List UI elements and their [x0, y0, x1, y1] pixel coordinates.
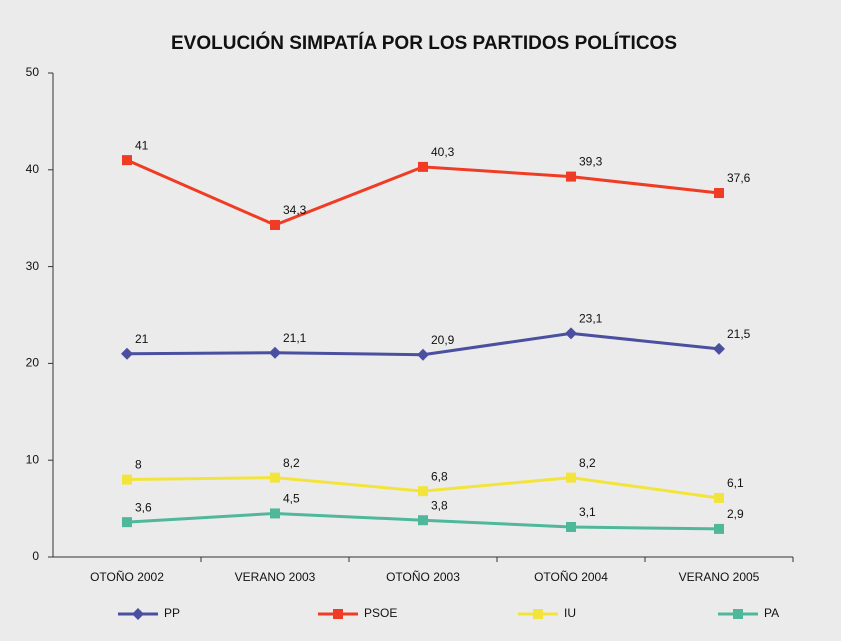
y-tick-label: 50 [26, 65, 40, 79]
data-label: 39,3 [579, 155, 603, 169]
data-point [122, 474, 132, 485]
data-label: 4,5 [283, 492, 300, 506]
legend-label: PP [164, 606, 180, 620]
data-label: 8,2 [283, 456, 300, 470]
data-label: 3,6 [135, 500, 152, 514]
legend-marker [733, 609, 743, 619]
data-point [270, 508, 280, 519]
legend-label: IU [564, 606, 576, 620]
chart-title: EVOLUCIÓN SIMPATÍA POR LOS PARTIDOS POLÍ… [171, 32, 677, 54]
data-point [417, 348, 429, 361]
data-point [565, 327, 577, 340]
data-label: 3,8 [431, 498, 448, 512]
legend-marker [333, 609, 343, 619]
x-tick-label: OTOÑO 2003 [386, 570, 460, 584]
y-tick-label: 40 [26, 162, 40, 176]
data-point [418, 515, 428, 526]
y-tick-label: 0 [32, 549, 39, 563]
y-tick-label: 20 [26, 356, 40, 370]
data-point [566, 472, 576, 483]
data-point [714, 188, 724, 199]
legend-marker [132, 608, 144, 620]
x-tick-label: VERANO 2005 [679, 570, 760, 584]
data-point [269, 346, 281, 359]
data-point [566, 171, 576, 182]
data-point [418, 486, 428, 497]
x-tick-label: OTOÑO 2004 [534, 570, 608, 584]
data-label: 40,3 [431, 145, 455, 159]
data-label: 20,9 [431, 333, 455, 347]
y-tick-label: 30 [26, 259, 40, 273]
data-label: 3,1 [579, 505, 596, 519]
data-label: 21 [135, 332, 149, 346]
data-point [121, 347, 133, 360]
data-point [270, 219, 280, 230]
data-point [418, 161, 428, 172]
legend-label: PSOE [364, 606, 397, 620]
data-point [270, 472, 280, 483]
y-tick-label: 10 [26, 452, 40, 466]
data-point [566, 521, 576, 532]
data-label: 23,1 [579, 312, 603, 326]
legend-label: PA [764, 606, 779, 620]
data-point [122, 155, 132, 166]
data-label: 6,8 [431, 469, 448, 483]
data-label: 6,1 [727, 476, 744, 490]
legend-marker [533, 609, 543, 619]
data-point [713, 342, 725, 355]
data-label: 21,1 [283, 331, 307, 345]
data-label: 21,5 [727, 327, 751, 341]
data-point [714, 492, 724, 503]
data-label: 2,9 [727, 507, 744, 521]
data-label: 34,3 [283, 203, 307, 217]
data-label: 8 [135, 458, 142, 472]
x-tick-label: OTOÑO 2002 [90, 570, 164, 584]
data-label: 8,2 [579, 456, 596, 470]
data-point [714, 523, 724, 534]
data-point [122, 517, 132, 528]
data-label: 41 [135, 138, 149, 152]
x-tick-label: VERANO 2003 [235, 570, 316, 584]
data-label: 37,6 [727, 171, 751, 185]
